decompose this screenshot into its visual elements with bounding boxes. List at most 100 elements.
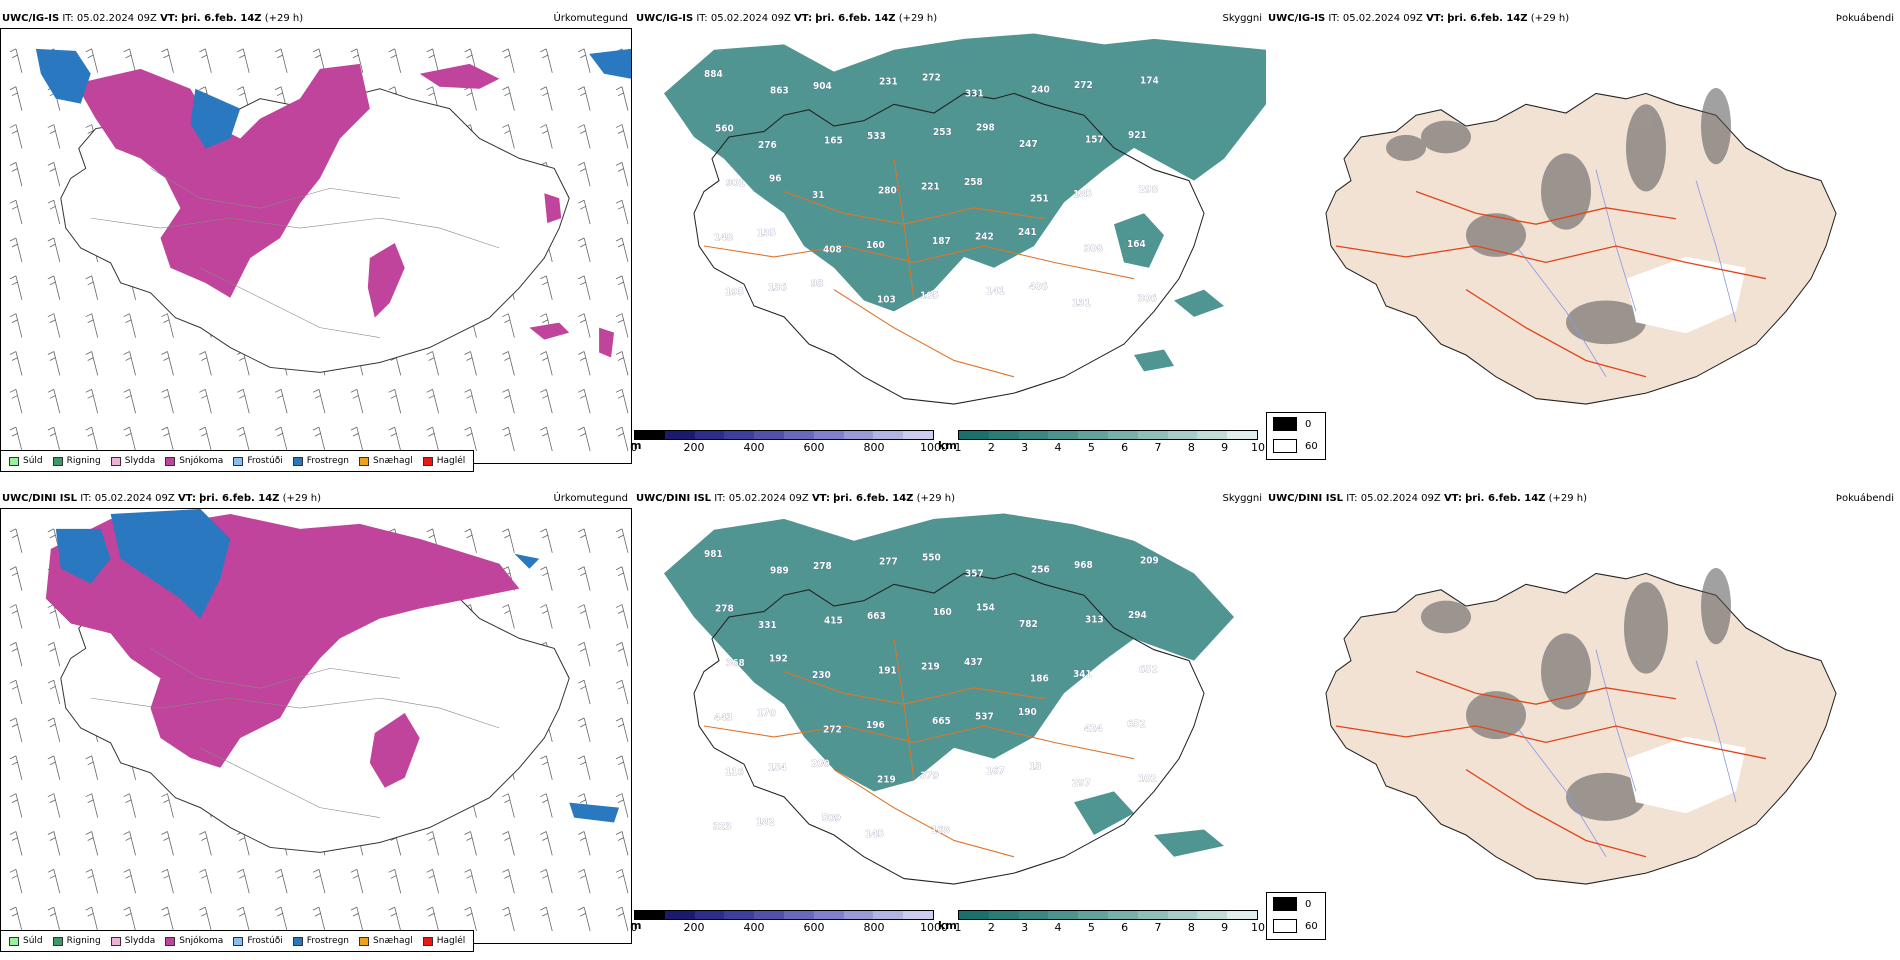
colorbar-tick: 10 bbox=[1251, 921, 1265, 934]
fog-legend-item: 0 bbox=[1267, 413, 1325, 435]
legend-item: Frostúði bbox=[233, 456, 283, 466]
colorbar-tick: 4 bbox=[1054, 441, 1062, 454]
cloud-base-label: 415 bbox=[824, 615, 843, 626]
panel-header: UWC/IG-IS IT: 05.02.2024 09Z VT: þri. 6.… bbox=[1266, 10, 1898, 28]
colorbar-segment bbox=[1018, 431, 1049, 439]
wind-barb bbox=[47, 679, 61, 705]
colorbar-tick: 600 bbox=[803, 441, 825, 454]
cloud-base-label: 981 bbox=[704, 549, 723, 560]
wind-barb bbox=[123, 48, 136, 73]
wind-barb bbox=[615, 566, 629, 591]
wind-barb bbox=[540, 86, 553, 111]
wind-barb bbox=[540, 388, 553, 414]
wind-barb bbox=[274, 48, 288, 73]
wind-barb bbox=[85, 48, 99, 73]
fog-legend-swatch bbox=[1273, 439, 1297, 453]
cloud-base-label: 308 bbox=[1084, 243, 1103, 254]
legend-item: Súld bbox=[9, 456, 43, 466]
wind-barb bbox=[47, 793, 61, 818]
iceland-outline bbox=[693, 92, 1205, 405]
colorbar-segment bbox=[783, 911, 814, 919]
legend-label: Frostregn bbox=[306, 456, 350, 466]
panel-header: UWC/IG-IS IT: 05.02.2024 09Z VT: þri. 6.… bbox=[0, 10, 632, 28]
cloud-base-labels: 884 863 904 231 272 331 240 272 174 560 276 165 533 2… bbox=[704, 69, 1160, 310]
wind-barb bbox=[85, 426, 99, 452]
legend-item: Slydda bbox=[110, 456, 156, 466]
legend-label: Slydda bbox=[124, 456, 156, 466]
wind-barb bbox=[9, 86, 23, 111]
wind-barb bbox=[47, 162, 61, 187]
legend-item: Haglél bbox=[422, 456, 465, 466]
colorbar-segment bbox=[635, 911, 665, 919]
colorbar-tick: 9 bbox=[1221, 921, 1229, 934]
colorbar-segment bbox=[873, 431, 904, 439]
colorbar-tick: 5 bbox=[1087, 921, 1095, 934]
wind-barb bbox=[199, 388, 212, 414]
colorbar-segment bbox=[724, 911, 755, 919]
wind-barb bbox=[85, 755, 99, 780]
wind-barb bbox=[615, 679, 629, 705]
wind-barb bbox=[540, 831, 553, 856]
glaciers bbox=[1626, 736, 1746, 814]
wind-barb bbox=[9, 124, 23, 149]
colorbar-segment bbox=[694, 431, 725, 439]
wind-barb bbox=[388, 48, 402, 73]
legend-swatch bbox=[359, 936, 370, 946]
legend-swatch bbox=[422, 936, 433, 946]
wind-barb bbox=[502, 868, 515, 894]
colorbar-segment bbox=[1167, 431, 1198, 439]
colorbar-segment bbox=[903, 911, 933, 919]
cloud-base-label: 272 bbox=[823, 724, 842, 735]
wind-barb bbox=[85, 388, 99, 414]
cloud-base-label: 652 bbox=[1139, 664, 1158, 675]
wind-barb bbox=[615, 351, 629, 376]
visibility-m-colorbar: 0 200 400 600 800 1000 m bbox=[630, 430, 948, 458]
colorbar-segment bbox=[1107, 431, 1138, 439]
wind-barb bbox=[577, 199, 591, 225]
wind-barb bbox=[47, 199, 61, 225]
iceland-outline bbox=[1325, 572, 1837, 885]
cloud-base-label: 187 bbox=[932, 235, 951, 246]
fog-legend-label: 0 bbox=[1305, 418, 1312, 430]
legend-item: Frostregn bbox=[292, 936, 349, 946]
wind-barb bbox=[464, 906, 477, 932]
cloud-base-label: 154 bbox=[768, 762, 787, 773]
colorbar-tick: 8 bbox=[1187, 921, 1195, 934]
cloud-base-label: 154 bbox=[976, 602, 995, 613]
cloud-base-label: 298 bbox=[976, 122, 995, 133]
colorbar-segment bbox=[1107, 911, 1138, 919]
wind-barb bbox=[615, 868, 629, 894]
cloud-base-label: 663 bbox=[867, 611, 886, 622]
colorbar-tick: 1 bbox=[954, 921, 962, 934]
cloud-base-label: 921 bbox=[1128, 130, 1147, 141]
wind-barb bbox=[312, 868, 326, 894]
colorbar-tick: 6 bbox=[1121, 441, 1129, 454]
cloud-base-label: 550 bbox=[922, 552, 941, 563]
cloud-base-label: 884 bbox=[704, 69, 723, 80]
wind-barb bbox=[577, 604, 591, 629]
panel-title: Þokuábendi bbox=[1835, 493, 1894, 504]
cloud-base-label: 560 bbox=[715, 123, 734, 134]
colorbar-segment bbox=[694, 911, 725, 919]
cloud-base-label: 294 bbox=[1128, 610, 1147, 621]
colorbar-segment bbox=[1197, 431, 1228, 439]
wind-barb bbox=[540, 566, 553, 591]
wind-barb bbox=[47, 313, 61, 338]
cloud-base-label: 278 bbox=[813, 561, 832, 572]
panel-title: Þokuábendi bbox=[1835, 13, 1894, 24]
colorbar-tick: 9 bbox=[1221, 441, 1229, 454]
visibility-km-colorbar: 1 2 3 4 5 6 7 8 9 10 km bbox=[938, 430, 1265, 458]
cloud-base-label: 195 bbox=[725, 287, 744, 298]
wind-barb bbox=[615, 237, 629, 263]
iceland-outline bbox=[1325, 92, 1837, 405]
wind-barb bbox=[577, 48, 591, 73]
legend-label: Snæhagl bbox=[373, 456, 413, 466]
fog-legend-label: 0 bbox=[1305, 898, 1312, 910]
cloud-base-label: 272 bbox=[1074, 80, 1093, 91]
cloud-base-label: 145 bbox=[865, 829, 884, 840]
wind-barb bbox=[577, 906, 591, 932]
panel-title: Skyggni bbox=[1222, 13, 1262, 24]
colorbar-segment bbox=[754, 911, 784, 919]
colorbar-segment bbox=[724, 431, 755, 439]
legend-swatch bbox=[292, 456, 303, 466]
